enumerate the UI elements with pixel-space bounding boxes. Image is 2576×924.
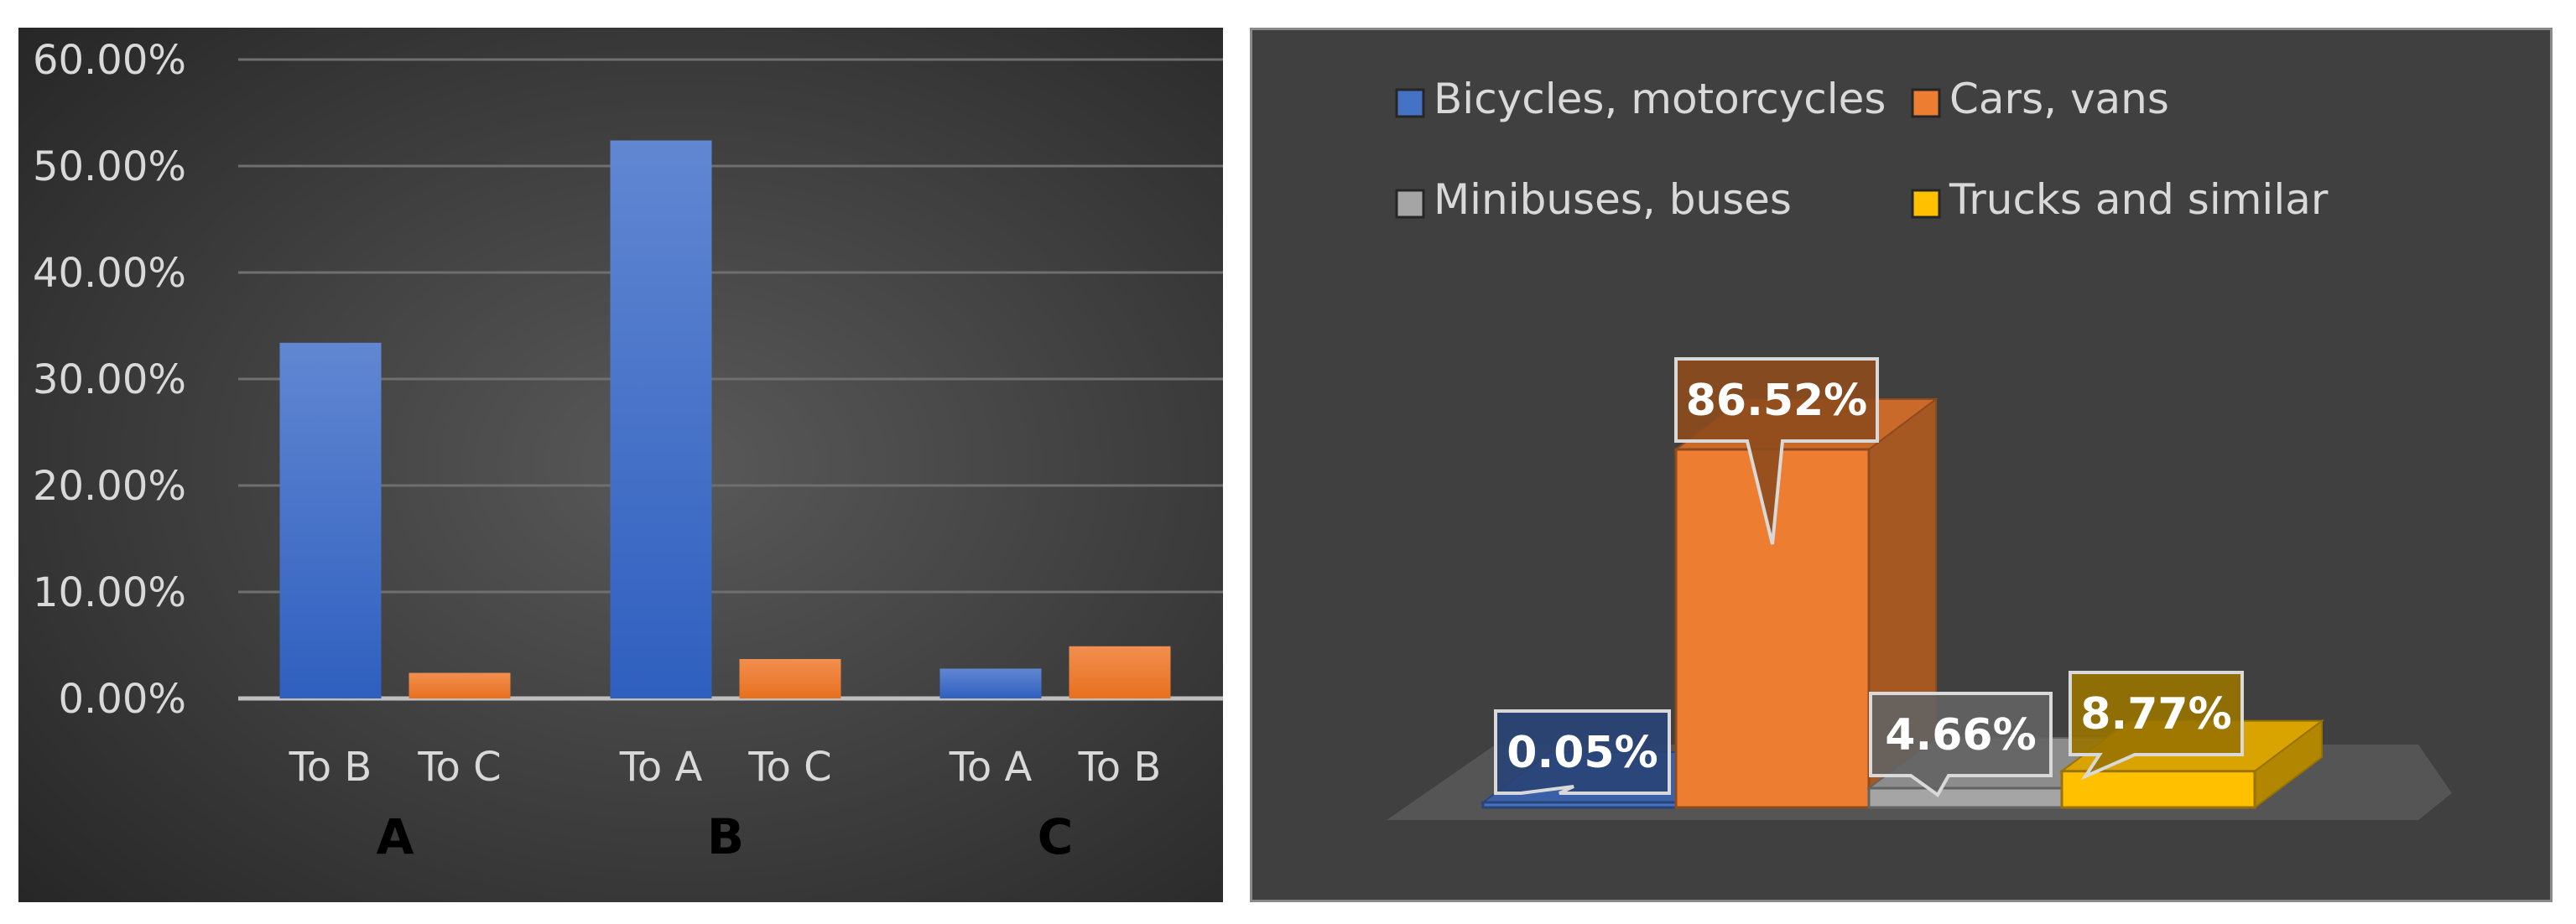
legend-swatch bbox=[1395, 88, 1425, 118]
legend-swatch bbox=[1395, 189, 1425, 219]
data-label-callout: 4.66% bbox=[1869, 692, 2053, 797]
bar-front-face bbox=[1481, 801, 1678, 809]
bar-c-to-b bbox=[1069, 646, 1171, 698]
x-group-label: A bbox=[377, 808, 414, 865]
y-tick-label: 20.00% bbox=[33, 463, 186, 510]
legend-label: Bicycles, motorcycles bbox=[1434, 75, 1886, 123]
legend-label: Trucks and similar bbox=[1949, 175, 2329, 224]
data-label: 8.77% bbox=[2080, 689, 2231, 740]
left-bar-chart: 0.00% 10.00% 20.00% 30.00% 40.00% 50.00% 60.00… bbox=[18, 28, 1223, 902]
data-label: 0.05% bbox=[1507, 728, 1657, 778]
legend-label: Minibuses, buses bbox=[1434, 175, 1792, 224]
legend-swatch bbox=[1911, 189, 1941, 219]
x-group-label: C bbox=[1038, 808, 1074, 865]
y-tick-label: 30.00% bbox=[33, 356, 186, 403]
bar-c-to-a bbox=[939, 668, 1042, 698]
bar-front-face bbox=[1867, 786, 2063, 809]
x-group-label: B bbox=[707, 808, 744, 865]
y-tick-label: 0.00% bbox=[59, 676, 186, 723]
right-3d-bar-chart: Bicycles, motorcycles Cars, vans Minibuses… bbox=[1387, 75, 2452, 820]
y-tick-label: 60.00% bbox=[33, 37, 186, 84]
data-label-callout: 0.05% bbox=[1494, 709, 1671, 795]
callout-box bbox=[1869, 692, 2053, 797]
x-category-label: To B bbox=[289, 744, 372, 791]
data-label-callout: 86.52% bbox=[1674, 357, 1879, 545]
bar-a-to-b bbox=[279, 342, 382, 698]
bar-b-to-a bbox=[610, 140, 712, 698]
callout-box bbox=[2069, 671, 2244, 781]
x-category-label: To A bbox=[949, 744, 1033, 791]
bar-b-to-c bbox=[739, 659, 841, 698]
legend-swatch bbox=[1911, 88, 1941, 118]
legend: Bicycles, motorcycles Cars, vans Minibuses… bbox=[1395, 75, 2329, 224]
left-chart-panel: 0.00% 10.00% 20.00% 30.00% 40.00% 50.00% 60.00… bbox=[18, 28, 1223, 902]
data-label: 4.66% bbox=[1885, 710, 2036, 760]
data-label-callout: 8.77% bbox=[2069, 671, 2244, 781]
y-tick-label: 50.00% bbox=[33, 143, 186, 190]
x-category-label: To C bbox=[417, 744, 501, 791]
legend-label: Cars, vans bbox=[1949, 75, 2169, 123]
y-tick-label: 10.00% bbox=[33, 569, 186, 616]
x-category-label: To B bbox=[1078, 744, 1162, 791]
bar-a-to-c bbox=[409, 672, 511, 698]
bar-front-face bbox=[2060, 770, 2256, 809]
right-chart-panel: Bicycles, motorcycles Cars, vans Minibuses… bbox=[1250, 28, 2553, 902]
callout-box bbox=[1674, 357, 1879, 545]
data-label: 86.52% bbox=[1686, 376, 1868, 426]
x-category-label: To A bbox=[619, 744, 703, 791]
x-category-label: To C bbox=[747, 744, 831, 791]
y-tick-label: 40.00% bbox=[33, 250, 186, 297]
callout-box bbox=[1494, 709, 1671, 795]
